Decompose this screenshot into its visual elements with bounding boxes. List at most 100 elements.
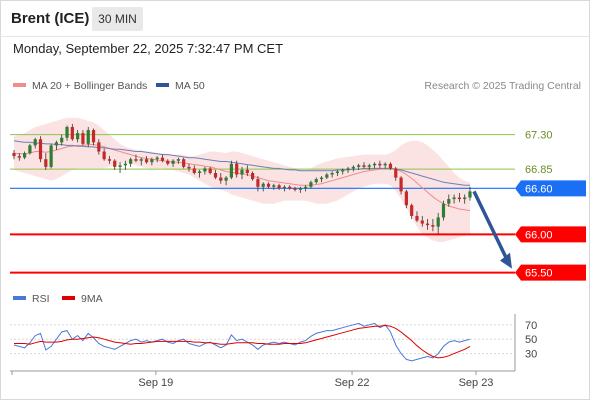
candle-body [23, 153, 27, 158]
candle-body [378, 163, 382, 166]
header-divider [0, 36, 590, 37]
candle-body [182, 159, 186, 167]
candle-body [404, 191, 408, 206]
level-tag-bg [515, 226, 586, 243]
candle [415, 211, 419, 223]
candle-body [118, 165, 122, 167]
rsi-swatch [13, 296, 26, 301]
candle-body [261, 183, 265, 187]
candle-body [219, 177, 223, 181]
candle-body [150, 159, 154, 163]
forecast-arrow-layer [472, 190, 512, 269]
x-tick-label: Sep 19 [138, 377, 173, 389]
candle [107, 156, 112, 164]
candle [160, 154, 165, 163]
level-tag-text: 66.60 [525, 183, 553, 195]
candle-body [256, 179, 260, 187]
candle-body [81, 133, 85, 144]
candle-body [330, 173, 334, 175]
candle-body [341, 169, 345, 172]
forecast-arrow-head [500, 252, 512, 269]
candle-body [288, 186, 292, 189]
candle [60, 134, 64, 146]
level-tag-text: 65.50 [525, 268, 553, 280]
ma9-legend-label: 9MA [81, 293, 103, 305]
candle [97, 139, 101, 155]
candle-body [17, 156, 21, 158]
candle-body [171, 160, 175, 164]
candle-body [447, 199, 451, 204]
candle-body [410, 205, 414, 216]
candle [282, 185, 287, 192]
candle-body [266, 183, 271, 187]
legend-ma50: MA 50 [156, 80, 205, 92]
rsi-tick-70: 70 [525, 320, 537, 332]
candle [277, 183, 281, 190]
credit-text: Research © 2025 Trading Central [424, 80, 581, 92]
candle-body [394, 168, 398, 178]
candle-body [388, 163, 393, 169]
candle-body [251, 173, 255, 180]
timeframe-badge[interactable]: 30 MIN [92, 7, 143, 31]
candle-body [272, 185, 276, 187]
candle-body [91, 130, 96, 143]
candle-body [213, 173, 218, 178]
candle-body [187, 166, 191, 169]
candle-body [70, 127, 74, 140]
ma9-swatch [62, 296, 75, 301]
candle [155, 156, 159, 163]
candle-body [452, 197, 456, 200]
candle-body [335, 171, 340, 173]
candle-body [277, 185, 281, 189]
ma50-line [13, 140, 470, 186]
candle [28, 143, 32, 155]
candle [65, 125, 69, 141]
candle [372, 162, 377, 169]
candle-body [468, 191, 472, 198]
candle-body [155, 157, 159, 160]
candle [431, 219, 435, 232]
candle [229, 160, 233, 180]
candle-body [235, 163, 239, 175]
candle [123, 160, 127, 170]
candle [383, 162, 387, 169]
level-labels-layer: 67.30 66.85 66.60 66.00 65.50 [515, 130, 586, 281]
candle [213, 169, 218, 180]
candle [457, 192, 461, 203]
candle-body [399, 177, 403, 192]
candle-body [304, 186, 308, 189]
candle [192, 165, 196, 175]
candle-body [229, 163, 233, 178]
candle [171, 159, 175, 167]
candle [251, 171, 255, 181]
candle [245, 165, 249, 177]
candle [452, 194, 456, 204]
level-tag-bg [515, 180, 586, 197]
candle-body [113, 160, 117, 167]
candle-body [325, 174, 329, 178]
candle-body [436, 217, 440, 227]
candle-body [203, 168, 207, 172]
x-tick-label: Sep 23 [459, 377, 494, 389]
candle-body [309, 182, 313, 187]
rsi-ma9-line [14, 324, 471, 359]
candle-body [197, 171, 202, 173]
candle [224, 176, 228, 186]
candle-body [12, 153, 16, 157]
candle [197, 169, 202, 178]
candle [33, 137, 37, 149]
candle [441, 200, 446, 221]
level-label-67.30: 67.30 [525, 130, 553, 142]
candle-body [208, 168, 212, 173]
candle [187, 163, 191, 172]
candle [410, 203, 414, 219]
ma20-legend-label: MA 20 + Bollinger Bands [32, 80, 148, 92]
candle [134, 154, 138, 163]
candle-body [319, 177, 324, 180]
candle [49, 143, 53, 169]
legend-ma20: MA 20 + Bollinger Bands [13, 80, 147, 92]
candle [256, 176, 260, 192]
candle [91, 128, 96, 146]
candle-body [49, 145, 53, 167]
